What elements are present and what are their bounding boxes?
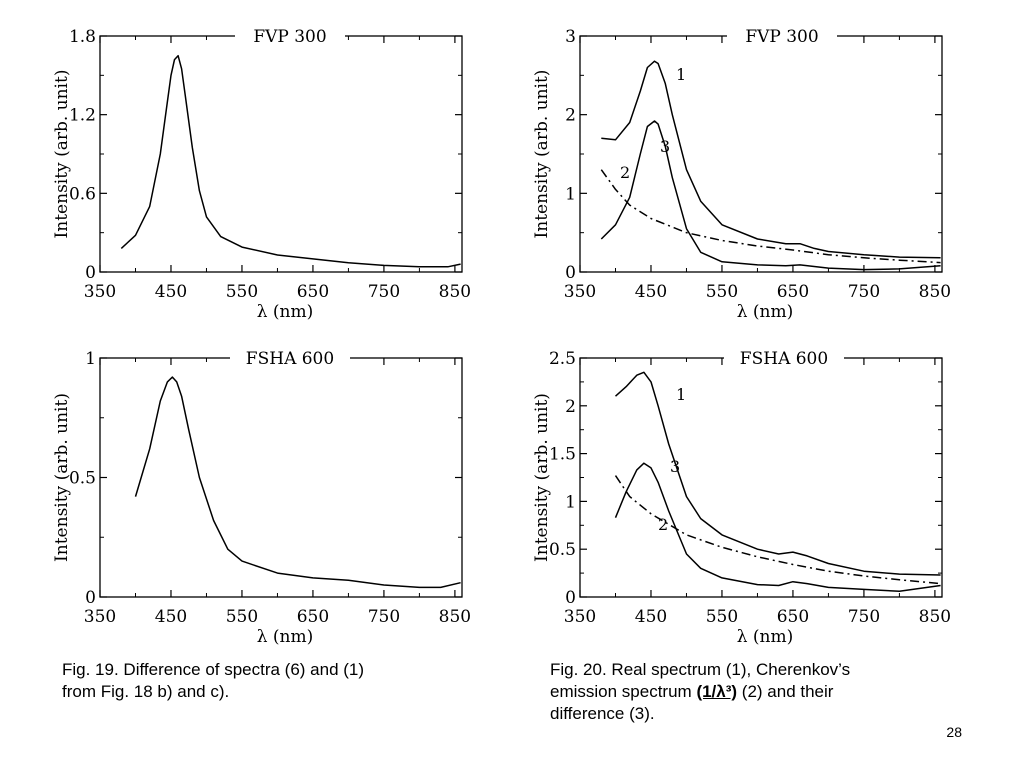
series-line-2 xyxy=(614,475,941,585)
x-tick-label: 550 xyxy=(706,607,738,627)
title-mask xyxy=(235,24,345,48)
series-line-1 xyxy=(601,60,941,259)
caption-fig20-line2-post: (2) and their xyxy=(737,682,834,701)
y-tick-label: 0.6 xyxy=(69,184,96,204)
caption-fig20: Fig. 20. Real spectrum (1), Cherenkov’s … xyxy=(550,659,850,725)
y-tick-label: 1 xyxy=(565,184,576,204)
y-tick-label: 2.5 xyxy=(549,349,576,369)
x-axis-label: λ (nm) xyxy=(257,302,314,322)
caption-fig19-line1: Fig. 19. Difference of spectra (6) and (… xyxy=(62,660,365,679)
x-tick-label: 550 xyxy=(226,607,258,627)
x-tick-label: 850 xyxy=(439,607,471,627)
page-number: 28 xyxy=(946,724,962,740)
x-tick-label: 350 xyxy=(84,607,116,627)
caption-fig20-line2-pre: emission spectrum xyxy=(550,682,697,701)
plot-frame xyxy=(579,357,943,598)
x-tick-label: 850 xyxy=(919,607,951,627)
x-tick-label: 750 xyxy=(368,282,400,302)
chart-title: FSHA 600 xyxy=(246,349,334,369)
y-tick-label: 1.8 xyxy=(69,27,96,47)
series-line-3 xyxy=(600,120,941,271)
y-axis-label: Intensity (arb. unit) xyxy=(532,70,552,239)
y-tick-label: 1.5 xyxy=(549,445,576,465)
y-tick-label: 2 xyxy=(565,397,576,417)
x-tick-label: 650 xyxy=(777,282,809,302)
chart-fvp300-difference: 350 450 550 650 750 850 0 0.6 1.2 1.8 λ (nm) Intens… xyxy=(52,24,471,322)
chart-fsha600-difference: 350 450 550 650 750 850 0 0.5 1 λ (nm) Intensity (… xyxy=(52,346,471,647)
series-line-main xyxy=(134,376,461,589)
x-tick-label: 850 xyxy=(919,282,951,302)
plot-frame xyxy=(99,35,463,273)
x-tick-label: 450 xyxy=(155,607,187,627)
y-tick-label: 0 xyxy=(565,263,576,283)
x-tick-label: 350 xyxy=(564,282,596,302)
x-tick-label: 350 xyxy=(84,282,116,302)
title-mask xyxy=(724,346,844,370)
y-tick-label: 3 xyxy=(565,27,576,47)
x-tick-label: 750 xyxy=(368,607,400,627)
caption-fig20-line1: Fig. 20. Real spectrum (1), Cherenkov’s xyxy=(550,660,851,679)
x-tick-label: 850 xyxy=(439,282,471,302)
chart-title: FSHA 600 xyxy=(740,349,828,369)
series-line-2 xyxy=(600,169,941,264)
x-tick-label: 550 xyxy=(226,282,258,302)
y-tick-label: 0 xyxy=(85,263,96,283)
chart-title: FVP 300 xyxy=(253,27,326,47)
x-axis-label: λ (nm) xyxy=(737,302,794,322)
x-axis-label: λ (nm) xyxy=(257,627,314,647)
x-tick-label: 450 xyxy=(635,607,667,627)
series-label-2: 2 xyxy=(620,163,630,182)
plot-frame xyxy=(99,357,463,598)
x-tick-label: 550 xyxy=(706,282,738,302)
y-axis-label: Intensity (arb. unit) xyxy=(532,393,552,562)
title-mask xyxy=(727,24,837,48)
plot-frame xyxy=(579,35,943,273)
y-tick-label: 0.5 xyxy=(69,469,96,489)
caption-fig20-emphasis: (1/λ³) xyxy=(696,682,738,701)
x-axis-label: λ (nm) xyxy=(737,627,794,647)
series-label-1: 1 xyxy=(676,65,686,84)
y-tick-label: 1 xyxy=(565,492,576,512)
y-tick-label: 1 xyxy=(85,349,96,369)
chart-fsha600-components: 350 450 550 650 750 850 0 0.5 1 1.5 2 2.5 λ (nm) Inte… xyxy=(532,346,951,647)
y-axis-label: Intensity (arb. unit) xyxy=(52,393,72,562)
series-label-1: 1 xyxy=(676,385,686,404)
series-line-1 xyxy=(614,371,941,576)
chart-fvp300-components: 350 450 550 650 750 850 0 1 2 3 λ (nm) Intensity (a… xyxy=(532,24,951,322)
series-label-2: 2 xyxy=(658,515,668,534)
x-tick-label: 650 xyxy=(297,607,329,627)
x-tick-label: 350 xyxy=(564,607,596,627)
caption-fig19: Fig. 19. Difference of spectra (6) and (… xyxy=(62,659,364,703)
title-mask xyxy=(230,346,350,370)
y-tick-label: 1.2 xyxy=(69,106,96,126)
x-tick-label: 750 xyxy=(848,282,880,302)
x-tick-label: 450 xyxy=(155,282,187,302)
y-tick-label: 2 xyxy=(565,106,576,126)
x-tick-label: 450 xyxy=(635,282,667,302)
y-tick-label: 0 xyxy=(85,588,96,608)
series-line-3 xyxy=(614,462,941,593)
y-axis-label: Intensity (arb. unit) xyxy=(52,70,72,239)
caption-fig19-line2: from Fig. 18 b) and c). xyxy=(62,682,230,701)
series-label-3: 3 xyxy=(660,137,670,156)
y-tick-label: 0.5 xyxy=(549,540,576,560)
x-tick-label: 650 xyxy=(777,607,809,627)
caption-fig20-line3: difference (3). xyxy=(550,704,655,723)
chart-title: FVP 300 xyxy=(745,27,818,47)
x-tick-label: 650 xyxy=(297,282,329,302)
series-label-3: 3 xyxy=(670,457,680,476)
x-tick-label: 750 xyxy=(848,607,880,627)
series-line-main xyxy=(120,54,461,268)
y-tick-label: 0 xyxy=(565,588,576,608)
